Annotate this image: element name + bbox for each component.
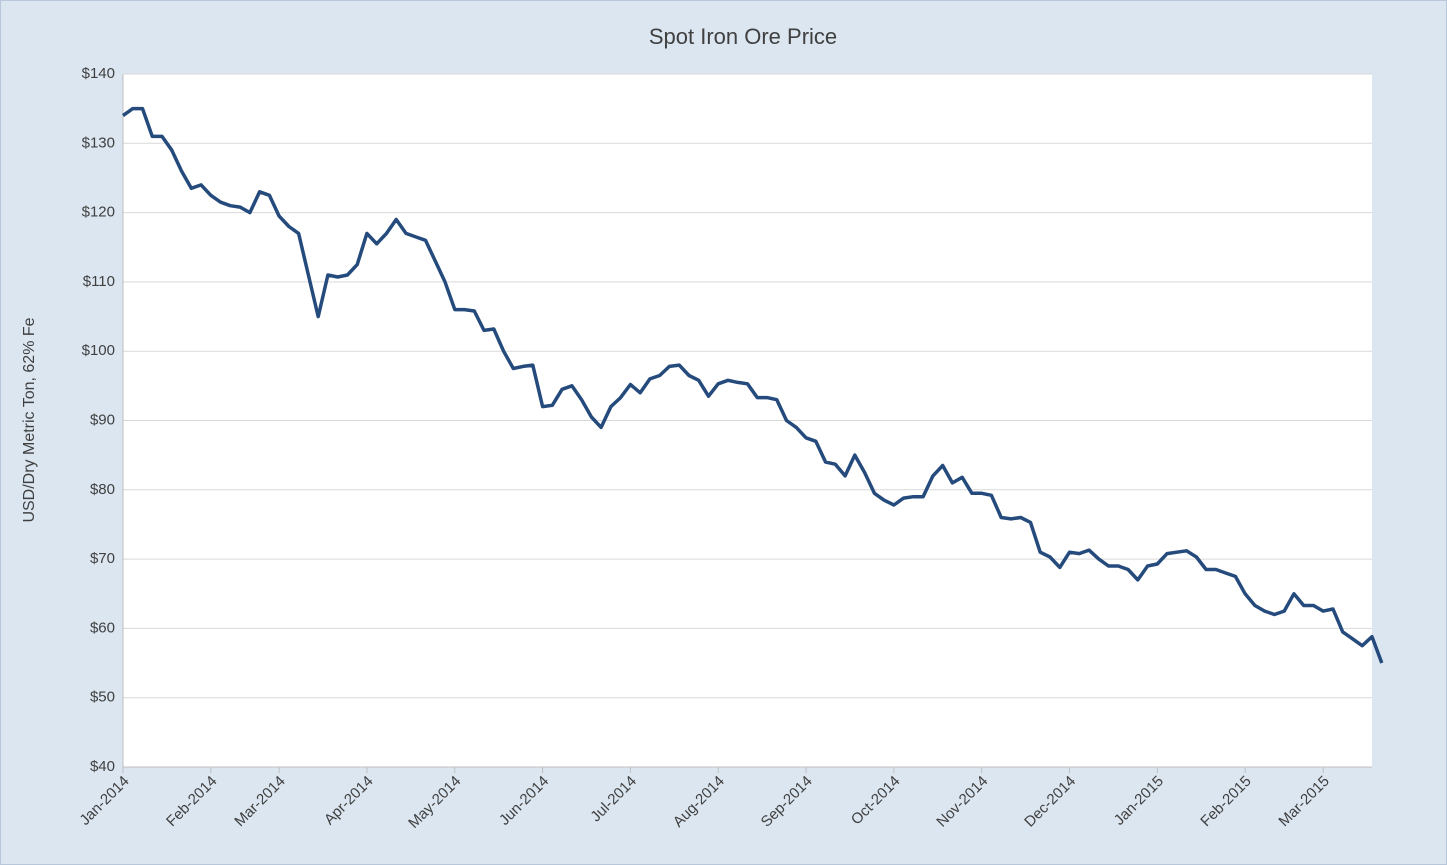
y-tick-label: $100 — [82, 342, 115, 359]
y-tick-label: $50 — [90, 689, 115, 706]
y-tick-label: $140 — [82, 65, 115, 82]
y-tick-label: $120 — [82, 204, 115, 221]
price-line — [121, 106, 1384, 664]
y-tick-label: $70 — [90, 550, 115, 567]
y-tick-label: $130 — [82, 134, 115, 151]
y-tick-label: $90 — [90, 411, 115, 428]
y-axis-label: USD/Dry Metric Ton, 62% Fe — [21, 317, 38, 522]
y-tick-label: $60 — [90, 619, 115, 636]
y-tick-label: $110 — [83, 273, 115, 290]
y-tick-label: $40 — [90, 758, 115, 775]
y-tick-label: $80 — [90, 481, 115, 498]
chart-title: Spot Iron Ore Price — [649, 24, 837, 49]
